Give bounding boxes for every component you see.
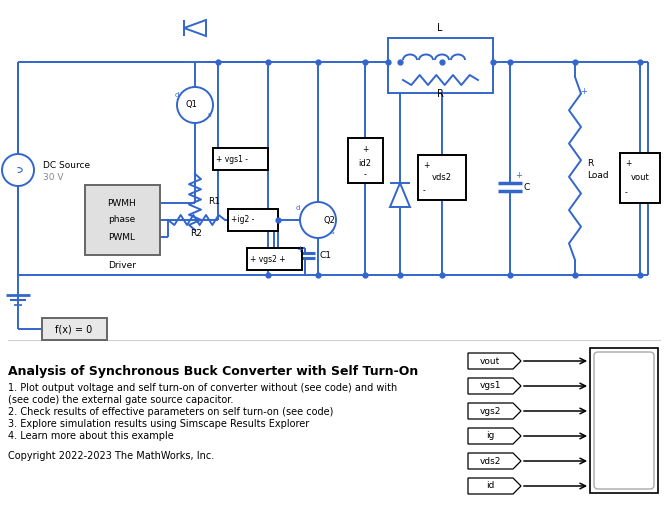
Text: (see code) the external gate source capacitor.: (see code) the external gate source capa… [8, 395, 233, 405]
Text: vout: vout [630, 174, 649, 182]
Text: -: - [364, 170, 366, 180]
Text: +ig2 -: +ig2 - [231, 215, 255, 225]
Bar [348, 138, 383, 183]
Bar [418, 155, 466, 200]
Text: +: + [515, 170, 522, 180]
Text: R: R [437, 89, 444, 99]
Text: -: - [423, 186, 426, 196]
Text: PWMH: PWMH [108, 198, 136, 208]
Text: +: + [362, 146, 368, 154]
Text: id2: id2 [358, 159, 372, 167]
Text: Copyright 2022-2023 The MathWorks, Inc.: Copyright 2022-2023 The MathWorks, Inc. [8, 451, 214, 461]
Bar [620, 153, 660, 203]
FancyBboxPatch shape [594, 352, 654, 489]
Bar [590, 348, 658, 493]
Polygon shape [184, 20, 206, 36]
Text: vout: vout [480, 356, 500, 366]
Bar [247, 248, 302, 270]
Text: L: L [437, 23, 443, 33]
Polygon shape [468, 353, 521, 369]
Circle shape [300, 202, 336, 238]
Text: vgs2: vgs2 [479, 406, 501, 416]
Text: C: C [524, 182, 530, 192]
Text: Analysis of Synchronous Buck Converter with Self Turn-On: Analysis of Synchronous Buck Converter w… [8, 365, 418, 378]
Polygon shape [468, 428, 521, 444]
Text: ig: ig [486, 432, 494, 440]
Polygon shape [390, 183, 410, 207]
Text: id: id [486, 482, 494, 490]
Text: 2. Check results of effective parameters on self turn-on (see code): 2. Check results of effective parameters… [8, 407, 333, 417]
Text: PWML: PWML [108, 232, 136, 242]
Text: vgs1: vgs1 [479, 382, 501, 390]
Text: + vgs2 +: + vgs2 + [250, 254, 286, 264]
Text: +: + [296, 246, 304, 254]
Text: +: + [580, 88, 587, 96]
Polygon shape [468, 378, 521, 394]
Text: +: + [423, 161, 429, 169]
Text: 4. Learn more about this example: 4. Learn more about this example [8, 431, 174, 441]
Text: vds2: vds2 [479, 456, 501, 466]
Bar [213, 148, 268, 170]
Bar [42, 318, 107, 340]
Polygon shape [468, 478, 521, 494]
Text: s: s [207, 112, 211, 118]
Text: Load: Load [587, 171, 609, 180]
Text: DC Source: DC Source [43, 161, 90, 169]
Text: f(x) = 0: f(x) = 0 [55, 324, 93, 334]
Text: Driver: Driver [108, 261, 136, 269]
Text: R: R [587, 159, 593, 167]
Text: -: - [625, 188, 628, 197]
Text: Q1: Q1 [185, 100, 197, 110]
Text: 30 V: 30 V [43, 174, 63, 182]
Text: R2: R2 [190, 229, 202, 237]
Text: R1: R1 [208, 197, 220, 207]
Bar [85, 185, 160, 255]
Text: 1. Plot output voltage and self turn-on of converter without (see code) and with: 1. Plot output voltage and self turn-on … [8, 383, 397, 393]
Circle shape [177, 87, 213, 123]
Circle shape [2, 154, 34, 186]
Text: + vgs1 -: + vgs1 - [216, 154, 248, 163]
Text: Q2: Q2 [323, 215, 335, 225]
Text: d: d [175, 92, 179, 98]
Text: +: + [625, 159, 632, 167]
Bar [388, 38, 493, 93]
Text: vds2: vds2 [432, 173, 452, 181]
Text: 3. Explore simulation results using Simscape Results Explorer: 3. Explore simulation results using Sims… [8, 419, 309, 429]
Text: C1: C1 [319, 250, 331, 260]
Text: d: d [296, 205, 300, 211]
Polygon shape [468, 403, 521, 419]
Text: phase: phase [108, 215, 136, 225]
Polygon shape [468, 453, 521, 469]
Text: s: s [330, 229, 334, 235]
Bar [228, 209, 278, 231]
